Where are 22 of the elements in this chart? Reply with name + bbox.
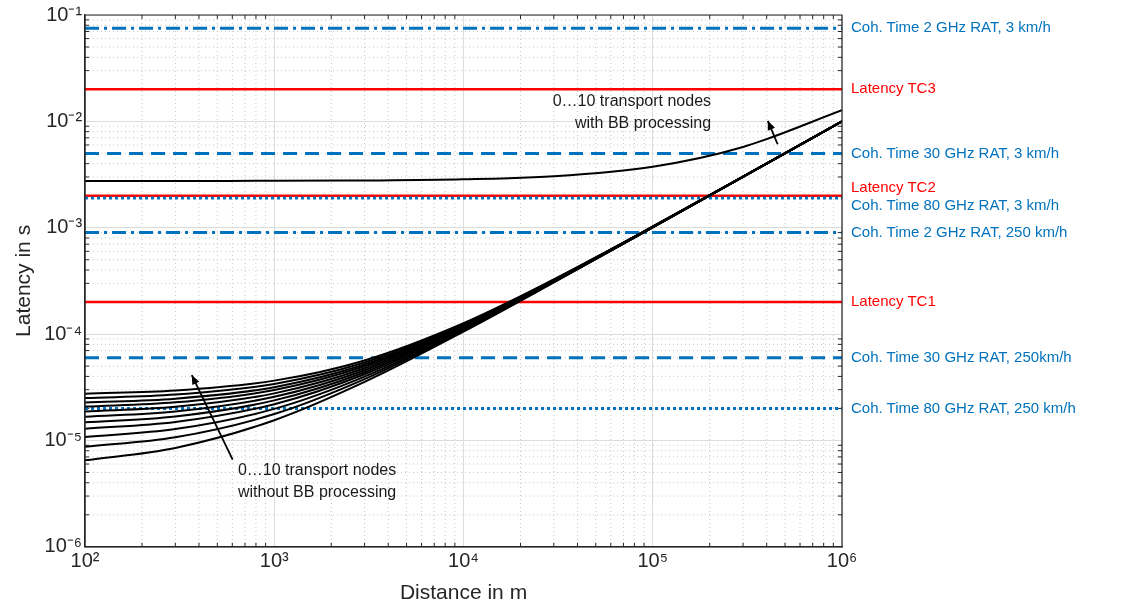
- x-tick-label: 10⁴: [448, 549, 479, 572]
- ref-line-label: Coh. Time 30 GHz RAT, 250km/h: [851, 347, 1072, 365]
- annotation: 0…10 transport nodes without BB processing: [236, 461, 397, 501]
- y-tick-label: 10⁻²: [46, 108, 83, 131]
- y-tick-label: 10⁻³: [46, 215, 83, 238]
- ref-line-label: Latency TC2: [851, 178, 936, 196]
- x-axis-title: Distance in m: [399, 580, 528, 604]
- ref-line-label: Latency TC3: [851, 79, 936, 97]
- ref-line-label: Latency TC1: [851, 292, 936, 310]
- y-tick-label: 10⁻¹: [46, 2, 83, 25]
- annotation: 0…10 transport nodes with BB processing: [552, 92, 712, 132]
- ref-line-label: Coh. Time 2 GHz RAT, 3 km/h: [851, 18, 1051, 36]
- ref-line-label: Coh. Time 80 GHz RAT, 250 km/h: [851, 398, 1076, 416]
- ref-line-label: Coh. Time 30 GHz RAT, 3 km/h: [851, 143, 1060, 161]
- ref-line-label: Coh. Time 80 GHz RAT, 3 km/h: [851, 196, 1060, 214]
- x-tick-label: 10⁵: [637, 549, 669, 572]
- ref-line-label: Coh. Time 2 GHz RAT, 250 km/h: [851, 222, 1068, 240]
- y-tick-label: 10⁻⁴: [44, 321, 83, 344]
- x-tick-label: 10³: [259, 549, 290, 572]
- x-tick-label: 10⁶: [826, 549, 858, 572]
- y-axis-title: Latency in s: [11, 224, 35, 337]
- y-tick-label: 10⁻⁵: [44, 427, 83, 450]
